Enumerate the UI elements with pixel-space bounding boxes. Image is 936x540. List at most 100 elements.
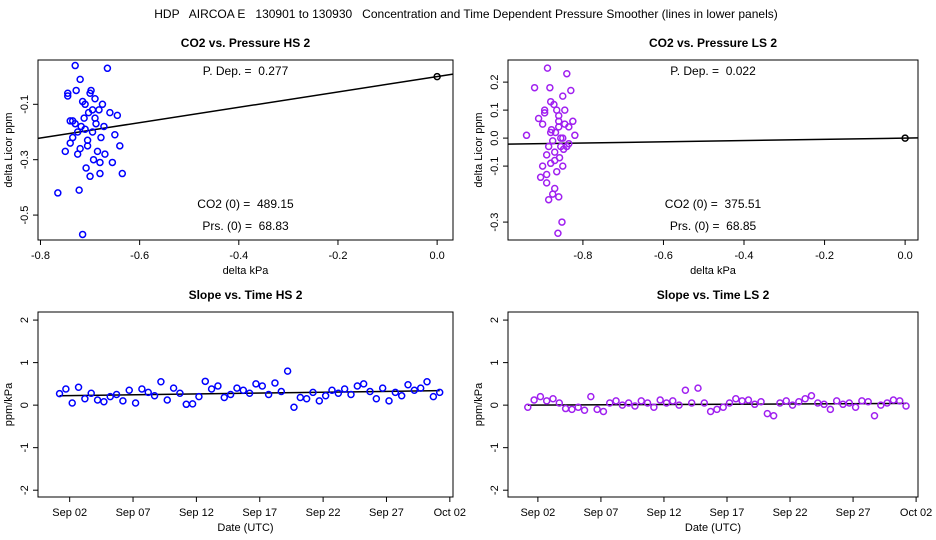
point bbox=[568, 405, 576, 414]
point bbox=[552, 106, 561, 114]
x-tick-label: -0.2 bbox=[815, 250, 834, 262]
point bbox=[769, 412, 778, 420]
point bbox=[98, 100, 107, 109]
point bbox=[75, 186, 83, 194]
fit-line bbox=[507, 137, 919, 145]
y-tick-label: 1 bbox=[489, 360, 501, 366]
point bbox=[176, 389, 184, 397]
point bbox=[61, 147, 70, 156]
point bbox=[80, 114, 88, 122]
point bbox=[163, 396, 172, 404]
point bbox=[423, 377, 431, 386]
point bbox=[157, 377, 165, 386]
y-tick-label: 0 bbox=[489, 402, 501, 408]
point bbox=[81, 395, 89, 403]
point bbox=[207, 385, 216, 393]
point bbox=[552, 167, 561, 176]
point bbox=[103, 64, 112, 73]
point bbox=[138, 385, 146, 393]
point bbox=[732, 395, 740, 403]
point bbox=[706, 407, 715, 416]
point bbox=[870, 412, 879, 420]
point bbox=[106, 392, 114, 401]
point bbox=[93, 147, 102, 156]
point bbox=[544, 195, 553, 204]
x-tick-label: Sep 27 bbox=[836, 507, 871, 519]
point bbox=[340, 385, 349, 393]
point bbox=[546, 97, 555, 106]
point bbox=[315, 397, 324, 405]
point bbox=[540, 106, 549, 114]
annotation: P. Dep. = 0.022 bbox=[670, 64, 756, 78]
x-tick-label: -0.6 bbox=[654, 250, 673, 262]
point bbox=[283, 367, 292, 375]
y-tick-label: -2 bbox=[489, 485, 501, 495]
point bbox=[832, 397, 841, 405]
point bbox=[902, 402, 910, 410]
point bbox=[131, 399, 140, 407]
x-axis-label: delta kPa bbox=[690, 265, 737, 277]
point bbox=[571, 131, 579, 140]
x-tick-label: Sep 22 bbox=[306, 507, 341, 519]
y-tick-label: -2 bbox=[19, 485, 31, 495]
point bbox=[681, 386, 690, 395]
point bbox=[334, 389, 343, 397]
point bbox=[546, 83, 554, 92]
y-tick-label: -0.1 bbox=[489, 157, 501, 176]
point bbox=[599, 407, 608, 416]
point bbox=[119, 397, 127, 405]
x-tick-label: 0.0 bbox=[897, 250, 912, 262]
point bbox=[889, 396, 898, 404]
point bbox=[78, 230, 87, 239]
plot-frame bbox=[507, 59, 919, 241]
point bbox=[587, 392, 595, 401]
x-tick-label: -0.8 bbox=[573, 250, 592, 262]
point bbox=[378, 384, 387, 392]
point bbox=[97, 133, 105, 142]
point bbox=[435, 388, 444, 397]
point bbox=[347, 390, 355, 399]
point bbox=[290, 403, 298, 412]
point bbox=[86, 89, 94, 97]
point bbox=[78, 97, 87, 106]
point bbox=[55, 389, 64, 398]
point bbox=[555, 399, 564, 407]
point bbox=[558, 218, 566, 226]
point bbox=[68, 117, 77, 125]
y-tick-label: 0 bbox=[19, 402, 31, 408]
y-tick-label: -1 bbox=[489, 443, 501, 453]
x-tick-label: Sep 07 bbox=[583, 507, 618, 519]
reference-point bbox=[433, 72, 441, 81]
point bbox=[524, 403, 532, 412]
point bbox=[86, 172, 94, 181]
point bbox=[296, 393, 305, 402]
point bbox=[101, 150, 109, 158]
x-tick-label: 0.0 bbox=[429, 250, 444, 262]
point bbox=[54, 189, 62, 197]
point bbox=[391, 388, 400, 397]
point bbox=[100, 397, 108, 406]
point bbox=[550, 156, 559, 165]
point bbox=[220, 393, 229, 402]
point bbox=[82, 164, 90, 172]
point bbox=[538, 120, 547, 128]
point bbox=[353, 382, 362, 390]
y-axis-label: delta Licor ppm bbox=[473, 112, 485, 187]
point bbox=[612, 397, 620, 405]
plot-frame bbox=[37, 59, 454, 241]
point bbox=[750, 400, 759, 409]
point bbox=[757, 397, 765, 406]
point bbox=[542, 151, 551, 159]
point bbox=[548, 137, 557, 145]
point bbox=[669, 397, 677, 405]
point bbox=[359, 380, 368, 388]
y-tick-label: 0.0 bbox=[489, 130, 501, 145]
point bbox=[73, 128, 82, 136]
y-tick-label: -0.3 bbox=[19, 150, 31, 169]
y-tick-label: -1 bbox=[19, 443, 31, 453]
point bbox=[559, 162, 567, 170]
point bbox=[542, 397, 551, 405]
point bbox=[877, 401, 885, 409]
point bbox=[195, 392, 203, 401]
